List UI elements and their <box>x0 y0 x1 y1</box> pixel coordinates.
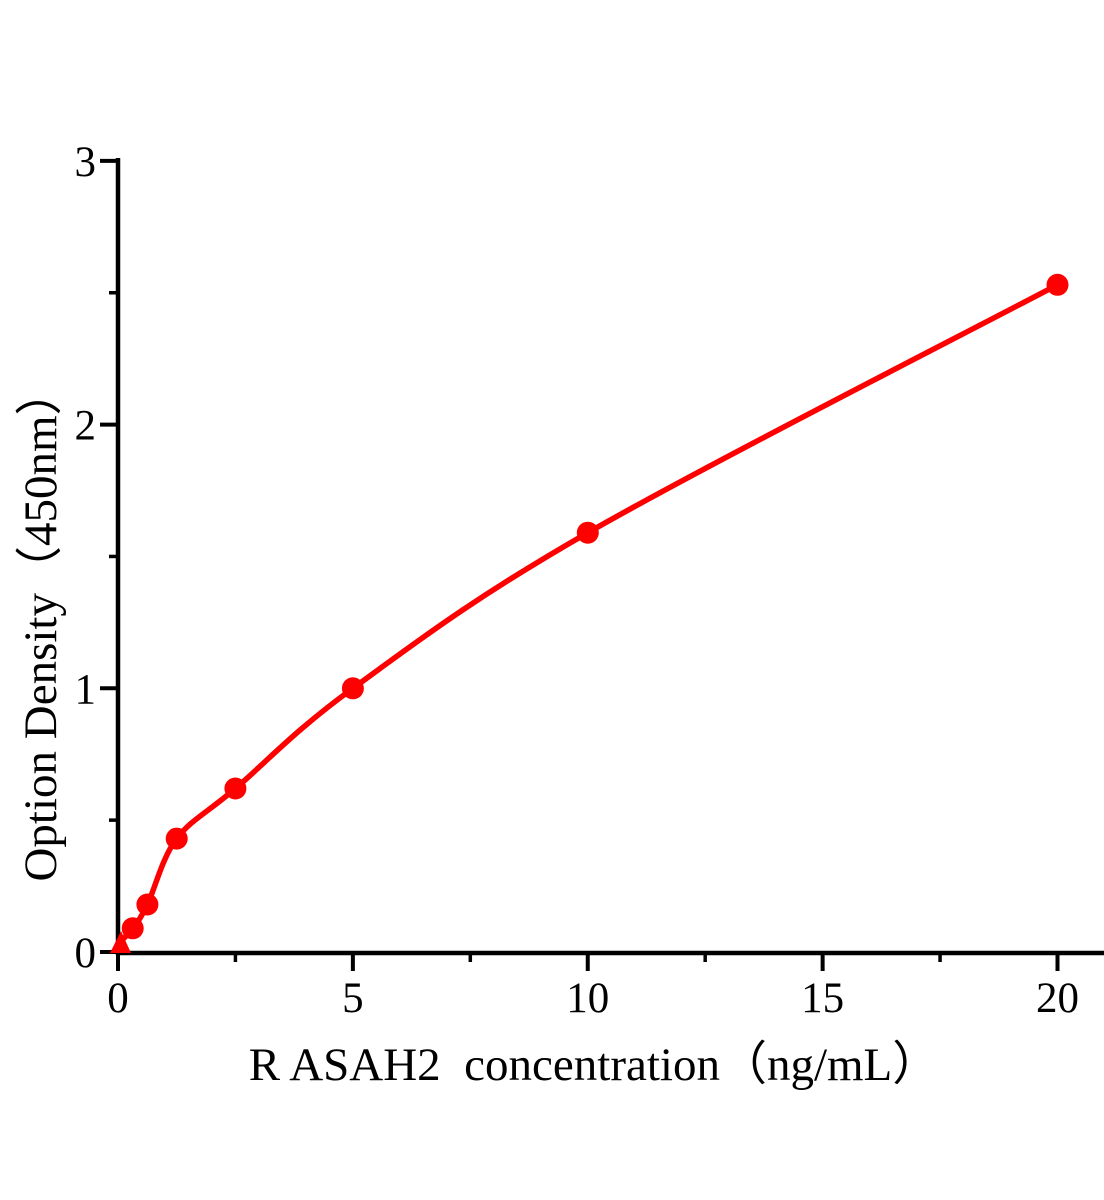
x-tick-label: 20 <box>1036 975 1079 1022</box>
data-point <box>165 827 188 850</box>
x-tick-label: 5 <box>342 975 364 1022</box>
fit-curve <box>115 282 1061 947</box>
y-tick-label: 1 <box>75 666 97 713</box>
data-points <box>110 273 1069 953</box>
y-tick-label: 3 <box>75 139 97 186</box>
data-point <box>136 893 159 916</box>
x-axis-title: R ASAH2 concentration（ng/mL） <box>249 1039 940 1091</box>
data-point <box>224 777 247 800</box>
data-point <box>341 677 364 700</box>
x-tick-label: 10 <box>566 975 609 1022</box>
x-major-ticks <box>116 953 1060 971</box>
y-minor-ticks <box>109 291 118 822</box>
y-tick-label: 2 <box>75 403 97 450</box>
data-point <box>1046 273 1069 296</box>
data-point <box>576 521 599 544</box>
y-tick-labels: 0 1 2 3 <box>75 139 97 977</box>
y-tick-label: 0 <box>75 930 97 977</box>
x-tick-label: 0 <box>107 975 129 1022</box>
data-point <box>121 917 144 940</box>
x-minor-ticks <box>233 953 942 962</box>
data-point-origin <box>110 931 131 953</box>
axes <box>115 158 1104 956</box>
x-tick-label: 15 <box>801 975 844 1022</box>
y-axis-title: Option Density（450nm） <box>15 368 67 881</box>
x-tick-labels: 0 5 10 15 20 <box>107 975 1079 1022</box>
